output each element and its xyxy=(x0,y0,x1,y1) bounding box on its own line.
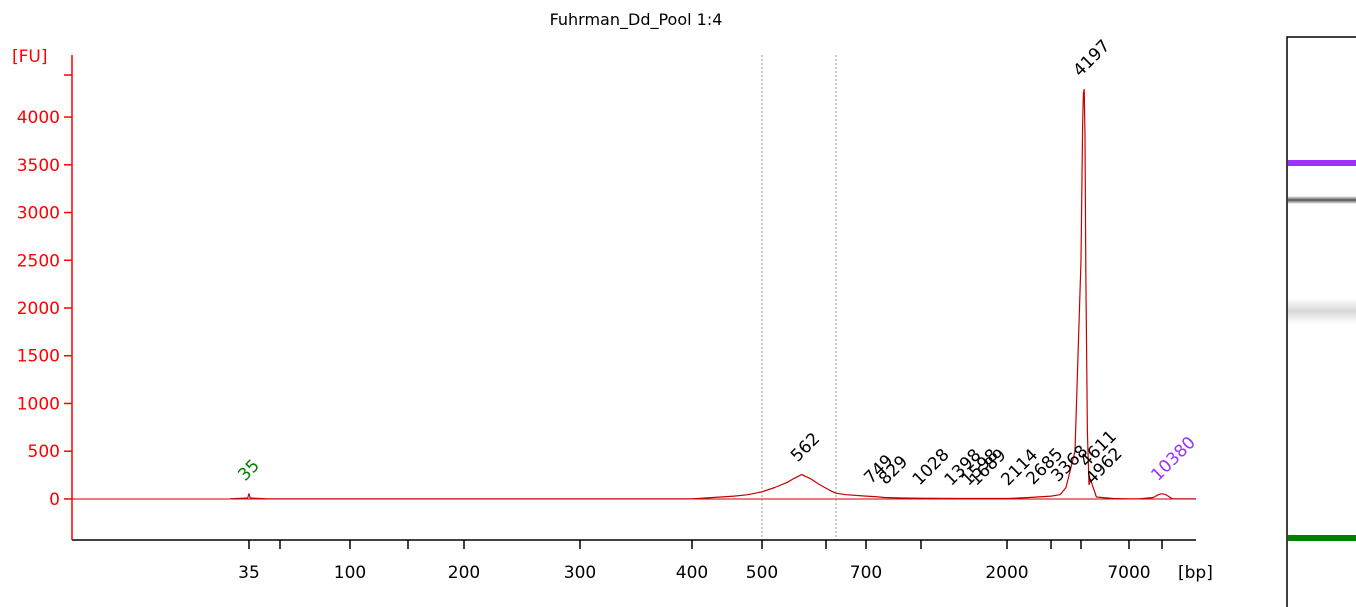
x-tick-label: 7000 xyxy=(1107,563,1150,583)
peak-labels: 3556274982910281398159816892114268533684… xyxy=(234,36,1199,490)
region-boundaries xyxy=(761,55,837,540)
y-tick-label: 2500 xyxy=(17,251,60,271)
peak-label: 10380 xyxy=(1147,433,1199,485)
x-tick-label: 2000 xyxy=(985,563,1028,583)
x-tick-label: 200 xyxy=(448,563,480,583)
x-ticks: 35 100 200 300 400 500 700 2000 7000 xyxy=(238,540,1163,583)
y-tick-label: 4000 xyxy=(17,108,60,128)
x-axis-label: [bp] xyxy=(1178,563,1213,583)
trace-line xyxy=(229,88,1196,500)
peak-label: 4197 xyxy=(1070,36,1115,81)
y-tick-label: 500 xyxy=(28,442,60,462)
gel-lane xyxy=(1286,36,1356,607)
x-tick-label: 300 xyxy=(564,563,596,583)
y-tick-label: 3000 xyxy=(17,204,60,224)
peak-label: 562 xyxy=(787,429,824,466)
trace-layer xyxy=(72,88,1196,500)
y-tick-label: 2000 xyxy=(17,299,60,319)
y-ticks: 0 500 1000 1500 2000 2500 3000 3500 4000 xyxy=(17,74,72,510)
peak-label: 35 xyxy=(234,456,263,485)
x-tick-label: 35 xyxy=(238,563,260,583)
x-tick-label: 100 xyxy=(334,563,366,583)
gel-band-high-mw xyxy=(1288,196,1356,204)
y-tick-label: 1500 xyxy=(17,347,60,367)
gel-band-upper-marker xyxy=(1288,160,1356,166)
gel-band-lower-marker xyxy=(1288,535,1356,541)
gel-band-smear xyxy=(1288,298,1356,324)
y-axis-label: [FU] xyxy=(12,47,48,67)
x-tick-label: 700 xyxy=(850,563,882,583)
y-tick-label: 1000 xyxy=(17,394,60,414)
y-tick-label: 3500 xyxy=(17,156,60,176)
y-tick-label: 0 xyxy=(49,490,60,510)
x-tick-label: 500 xyxy=(746,563,778,583)
x-tick-label: 400 xyxy=(676,563,708,583)
chart-title: Fuhrman_Dd_Pool 1:4 xyxy=(550,10,723,30)
